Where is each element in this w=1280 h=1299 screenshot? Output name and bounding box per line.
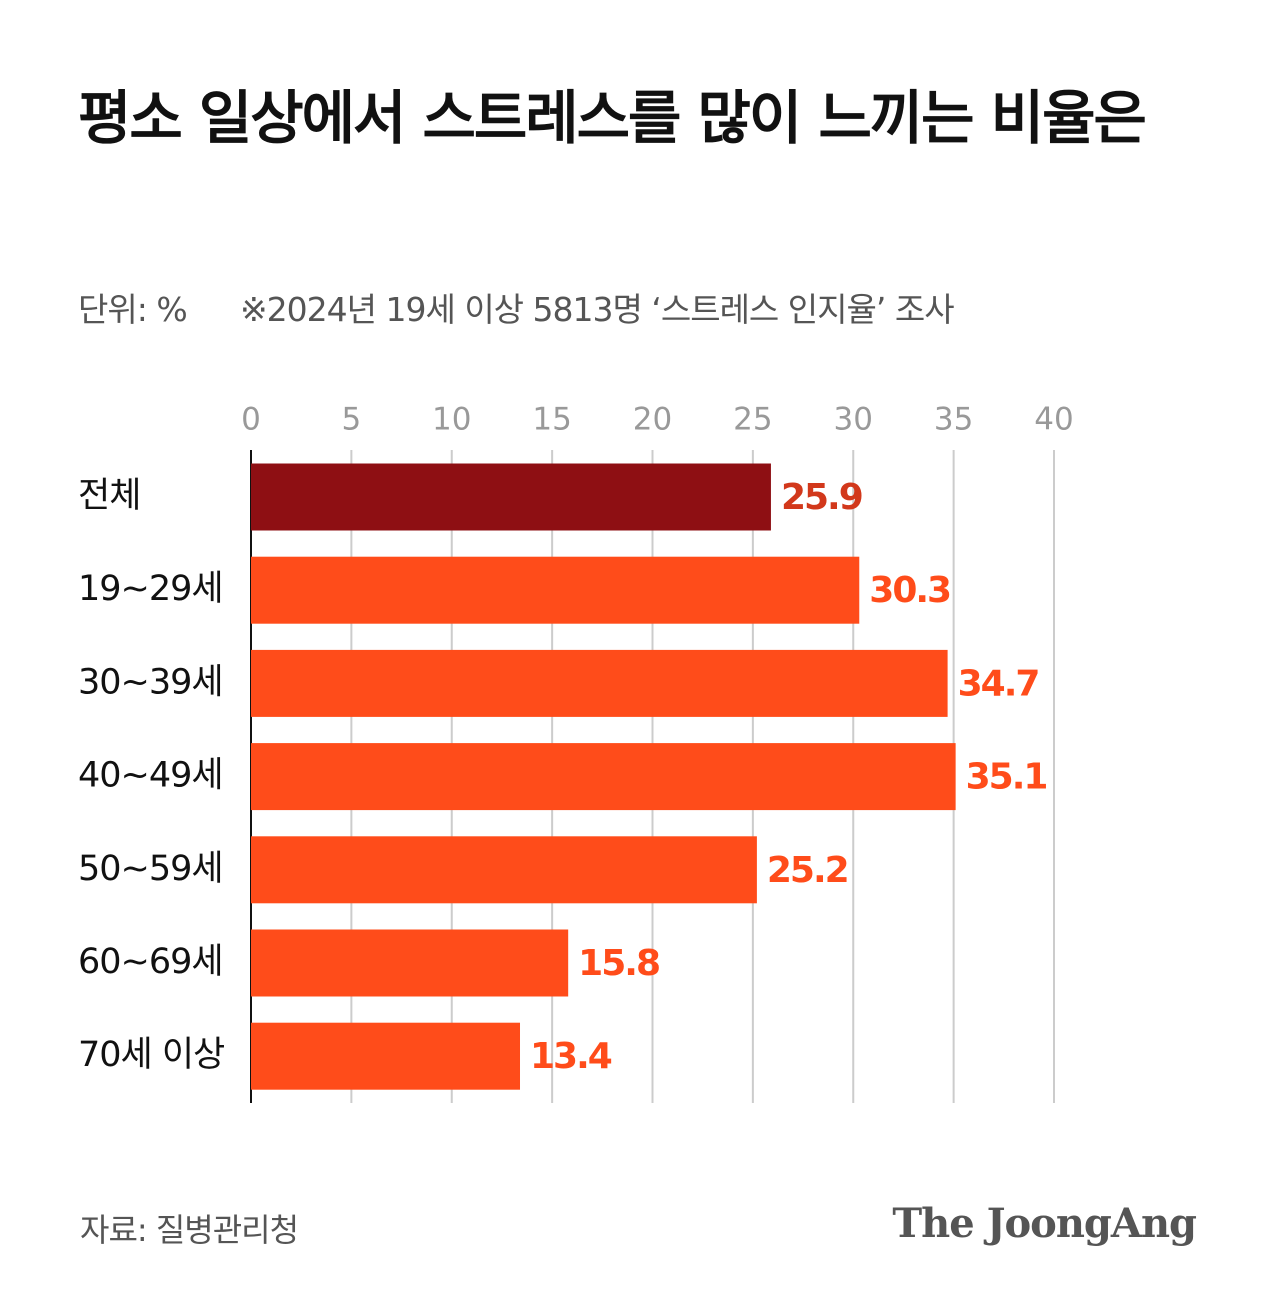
value-label: 15.8 (578, 943, 659, 984)
y-tick-label: 전체 (78, 476, 140, 516)
value-label: 35.1 (966, 757, 1047, 798)
unit: 단위: % (78, 290, 188, 329)
y-tick-label: 19~29세 (78, 569, 223, 609)
y-tick-label: 40~49세 (78, 756, 223, 796)
note: ※2024년 19세 이상 5813명 ‘스트레스 인지율’ 조사 (240, 290, 955, 329)
chart: 0 5 10 15 20 25 30 35 40 전체 25.9 19~29세 30.3 30~39세 34… (78, 402, 1074, 1103)
chart-title: 평소 일상에서 스트레스를 많이 느끼는 비율은 (78, 84, 1147, 152)
value-label: 34.7 (958, 663, 1039, 704)
bar (251, 463, 771, 531)
bar (251, 743, 956, 811)
x-tick-label: 0 (241, 402, 261, 438)
x-tick-label: 5 (342, 402, 362, 438)
value-label: 25.2 (767, 850, 848, 891)
y-tick-label: 50~59세 (78, 849, 223, 889)
value-label: 25.9 (781, 477, 862, 518)
bar (251, 556, 860, 624)
value-label: 30.3 (869, 570, 950, 611)
x-tick-label: 25 (733, 402, 772, 438)
y-tick-label: 30~39세 (78, 662, 223, 702)
x-tick-label: 40 (1034, 402, 1073, 438)
y-tick-label: 60~69세 (78, 942, 223, 982)
bar (251, 1022, 521, 1090)
brand: The JoongAng (892, 1200, 1197, 1247)
y-tick-label: 70세 이상 (78, 1035, 224, 1075)
x-tick-label: 10 (432, 402, 471, 438)
x-tick-label: 15 (532, 402, 571, 438)
value-label: 13.4 (530, 1036, 612, 1077)
x-tick-label: 35 (934, 402, 973, 438)
x-tick-label: 20 (633, 402, 672, 438)
bar (251, 836, 757, 904)
x-tick-label: 30 (834, 402, 873, 438)
source: 자료: 질병관리청 (80, 1211, 299, 1249)
bar (251, 649, 948, 717)
bar (251, 929, 569, 997)
